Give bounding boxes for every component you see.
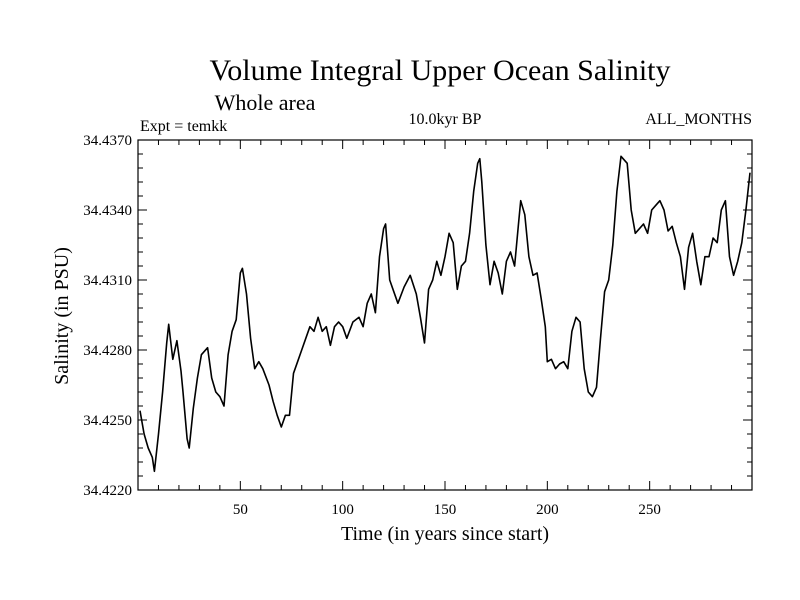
plot-frame: [137, 139, 753, 491]
y-tick-label: 34.4250: [83, 413, 132, 429]
x-axis-label: Time (in years since start): [341, 523, 549, 545]
y-tick-labels: 34.4220 34.4250 34.4280 34.4310 34.4340 34.43…: [83, 133, 132, 499]
x-tick-label: 200: [536, 502, 559, 518]
x-tick-label: 100: [331, 502, 354, 518]
experiment-label: Expt = temkk: [140, 118, 227, 135]
chart-title: Volume Integral Upper Ocean Salinity: [210, 54, 671, 87]
series-line: [139, 155, 751, 473]
tick-marks: [138, 140, 752, 490]
x-tick-label: 50: [233, 502, 248, 518]
y-tick-label: 34.4370: [83, 133, 132, 149]
y-tick-label: 34.4220: [83, 483, 132, 499]
x-tick-label: 150: [434, 502, 457, 518]
y-axis-label: Salinity (in PSU): [51, 247, 73, 385]
period-label: 10.0kyr BP: [409, 111, 482, 128]
axes: [137, 139, 753, 491]
y-tick-label: 34.4340: [83, 203, 132, 219]
y-tick-label: 34.4310: [83, 273, 132, 289]
series-layer: [139, 155, 751, 473]
y-tick-label: 34.4280: [83, 343, 132, 359]
months-label: ALL_MONTHS: [645, 111, 752, 128]
x-tick-label: 250: [638, 502, 661, 518]
x-tick-labels: 50 100 150 200 250: [233, 502, 661, 518]
chart-subtitle: Whole area: [215, 90, 316, 115]
